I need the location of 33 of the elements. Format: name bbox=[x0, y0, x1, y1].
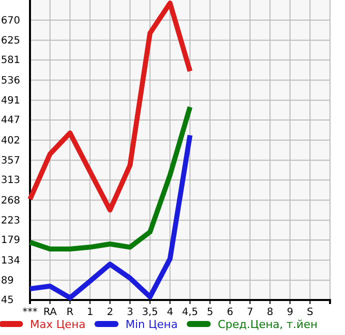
x-tick-label: 3 bbox=[126, 307, 134, 318]
x-tick-label: 5 bbox=[206, 307, 214, 318]
x-tick-label: 2 bbox=[106, 307, 114, 318]
x-tick-label: 9 bbox=[286, 307, 294, 318]
x-tick-label: 4 bbox=[166, 307, 174, 318]
y-tick-label: 134 bbox=[1, 255, 20, 266]
legend-label: Сред.Цена, т.йен bbox=[218, 318, 318, 331]
y-tick-label: 357 bbox=[1, 156, 20, 166]
x-tick-label: 6 bbox=[226, 307, 234, 318]
y-tick-label: 447 bbox=[1, 115, 20, 126]
legend-label: Max Цена bbox=[30, 318, 86, 331]
x-tick-label: 3,5 bbox=[142, 307, 158, 318]
x-tick-label: *** bbox=[22, 307, 38, 318]
y-tick-label: 536 bbox=[1, 75, 20, 86]
x-tick-label: 8 bbox=[266, 307, 274, 318]
y-tick-label: 89 bbox=[1, 276, 14, 286]
y-tick-label: 670 bbox=[1, 15, 20, 26]
x-tick-label: R bbox=[66, 307, 74, 318]
x-tick-label: 1 bbox=[86, 307, 94, 318]
x-tick-label: 7 bbox=[246, 307, 254, 318]
x-tick-label: RA bbox=[43, 307, 57, 318]
y-tick-label: 179 bbox=[1, 235, 20, 246]
y-tick-label: 45 bbox=[1, 295, 14, 306]
y-tick-label: 402 bbox=[1, 135, 20, 146]
x-tick-label: S bbox=[306, 307, 314, 318]
x-tick-label: 4,5 bbox=[182, 307, 198, 318]
legend-label: Min Цена bbox=[125, 318, 178, 331]
y-tick-label: 313 bbox=[1, 175, 20, 186]
y-tick-label: 581 bbox=[1, 55, 20, 66]
y-tick-label: 223 bbox=[1, 216, 20, 226]
y-tick-label: 625 bbox=[1, 36, 20, 46]
y-tick-label: 491 bbox=[1, 96, 20, 106]
y-tick-label: 268 bbox=[1, 195, 20, 206]
